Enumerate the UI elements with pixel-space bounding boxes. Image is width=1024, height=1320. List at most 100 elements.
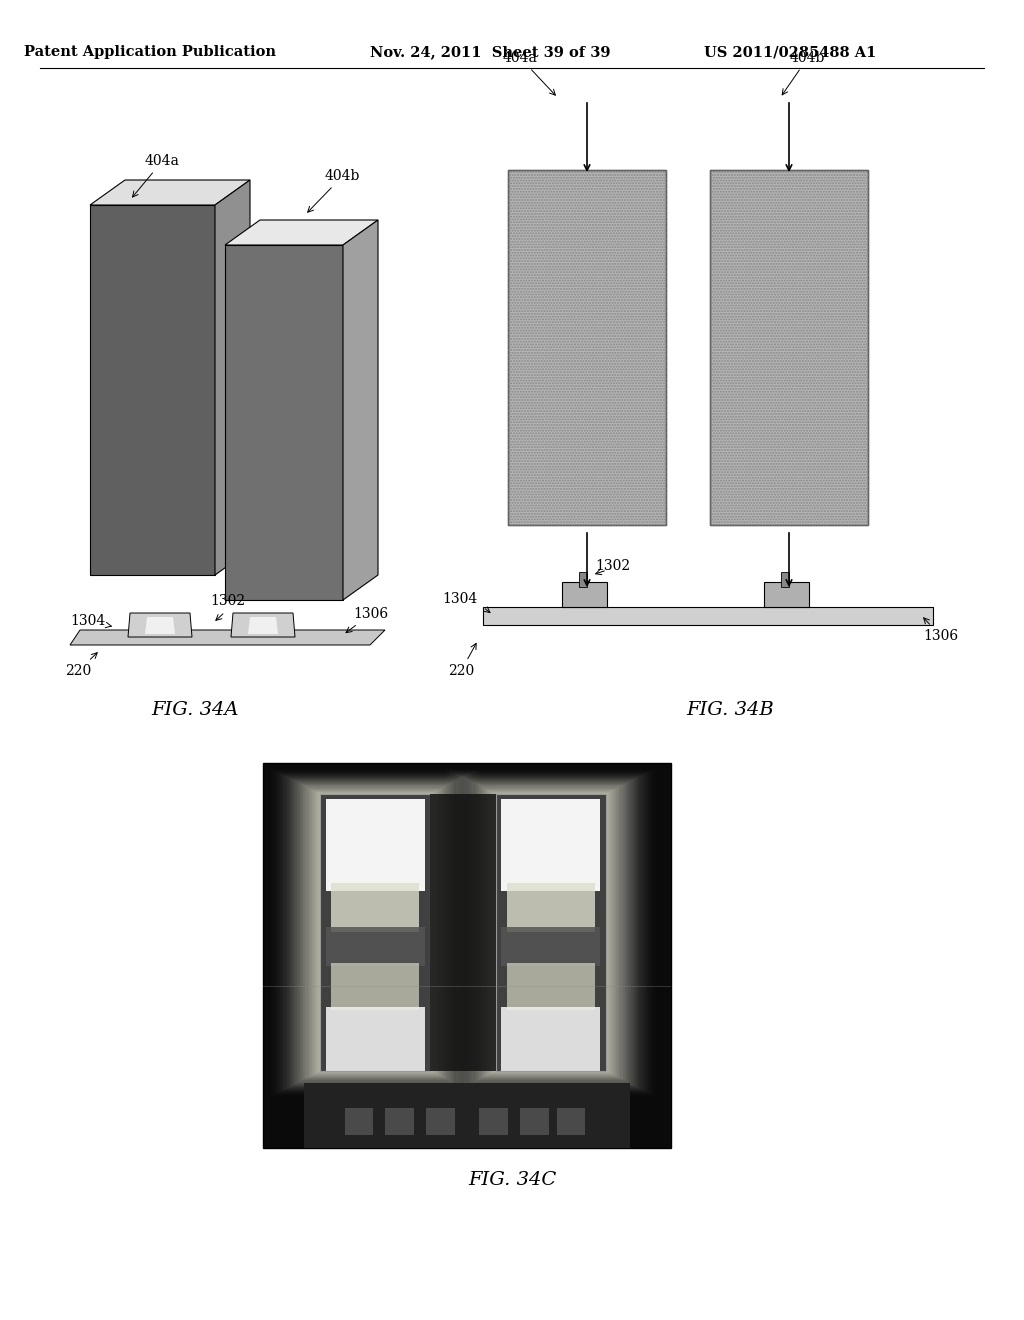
Bar	[426, 1107, 455, 1134]
Text: 220: 220	[65, 652, 97, 678]
Bar	[430, 793, 496, 1071]
Text: 1306: 1306	[346, 607, 388, 632]
Bar	[326, 800, 425, 891]
Text: 1302: 1302	[595, 558, 630, 573]
Bar	[474, 783, 627, 1081]
Polygon shape	[343, 220, 378, 601]
Bar	[309, 788, 440, 1076]
Bar	[458, 775, 643, 1090]
Bar	[494, 793, 608, 1072]
Text: 1304: 1304	[70, 614, 112, 628]
Bar	[508, 170, 666, 525]
Polygon shape	[248, 616, 278, 634]
Bar	[318, 793, 432, 1072]
Bar	[468, 780, 633, 1085]
Bar	[781, 572, 790, 587]
Bar	[291, 779, 460, 1085]
Bar	[445, 768, 656, 1096]
Bar	[276, 772, 474, 1093]
Bar	[271, 770, 478, 1096]
Text: Nov. 24, 2011  Sheet 39 of 39: Nov. 24, 2011 Sheet 39 of 39	[370, 45, 610, 59]
Text: 404b: 404b	[782, 51, 825, 95]
Bar	[710, 170, 868, 525]
Bar	[507, 883, 595, 932]
Bar	[454, 772, 648, 1092]
Bar	[481, 787, 621, 1078]
Text: FIG. 34A: FIG. 34A	[152, 701, 239, 719]
Bar	[483, 788, 618, 1077]
Polygon shape	[90, 205, 215, 576]
Bar	[462, 777, 639, 1088]
Bar	[452, 772, 650, 1093]
Bar	[557, 1107, 586, 1134]
Bar	[456, 774, 645, 1090]
Bar	[321, 793, 430, 1071]
Text: 220: 220	[449, 643, 476, 678]
Bar	[447, 770, 654, 1096]
Bar	[331, 883, 419, 932]
Bar	[299, 783, 452, 1081]
Bar	[501, 800, 600, 891]
Bar	[489, 791, 612, 1074]
Bar	[326, 927, 425, 966]
Bar	[279, 772, 472, 1092]
Bar	[313, 791, 436, 1074]
Text: 404a: 404a	[132, 154, 180, 197]
Bar	[479, 1107, 508, 1134]
Bar	[472, 783, 629, 1082]
Bar	[311, 789, 438, 1076]
Bar	[450, 771, 652, 1094]
Bar	[274, 771, 476, 1094]
Bar	[579, 572, 587, 587]
Polygon shape	[90, 180, 250, 205]
Bar	[466, 779, 635, 1085]
Bar	[479, 785, 623, 1080]
Bar	[285, 776, 466, 1089]
Bar	[289, 777, 462, 1086]
Bar	[508, 170, 666, 525]
Bar	[520, 1107, 549, 1134]
Polygon shape	[70, 630, 385, 645]
Bar	[764, 582, 809, 607]
Bar	[287, 777, 464, 1088]
Text: 404a: 404a	[503, 51, 555, 95]
Polygon shape	[128, 612, 193, 638]
Bar	[492, 792, 610, 1073]
Polygon shape	[225, 246, 343, 601]
Bar	[269, 768, 480, 1096]
Bar	[326, 1007, 425, 1071]
Bar	[464, 777, 637, 1086]
Bar	[304, 1082, 630, 1148]
Bar	[501, 1007, 600, 1071]
Bar	[303, 785, 447, 1080]
Text: 1306: 1306	[923, 618, 958, 643]
Bar	[321, 793, 430, 1071]
Text: FIG. 34C: FIG. 34C	[468, 1171, 556, 1189]
Bar	[293, 780, 458, 1085]
Bar	[267, 767, 482, 1097]
Bar	[443, 767, 658, 1097]
Polygon shape	[145, 616, 175, 634]
Bar	[496, 793, 606, 1071]
Bar	[331, 962, 419, 1010]
Bar	[297, 783, 454, 1082]
Bar	[345, 1107, 373, 1134]
Polygon shape	[215, 180, 250, 576]
Bar	[307, 788, 442, 1077]
Bar	[485, 788, 616, 1076]
Polygon shape	[231, 612, 295, 638]
Bar	[281, 774, 470, 1090]
Text: FIG. 34B: FIG. 34B	[686, 701, 774, 719]
Bar	[263, 763, 671, 1148]
Bar	[295, 781, 456, 1084]
Bar	[562, 582, 607, 607]
Bar	[301, 784, 450, 1081]
Bar	[385, 1107, 414, 1134]
Bar	[483, 607, 933, 624]
Text: 1304: 1304	[442, 591, 478, 606]
Text: US 2011/0285488 A1: US 2011/0285488 A1	[703, 45, 877, 59]
Text: 404b: 404b	[307, 169, 360, 213]
Text: 1302: 1302	[210, 594, 245, 609]
Bar	[487, 789, 614, 1076]
Bar	[496, 793, 606, 1071]
